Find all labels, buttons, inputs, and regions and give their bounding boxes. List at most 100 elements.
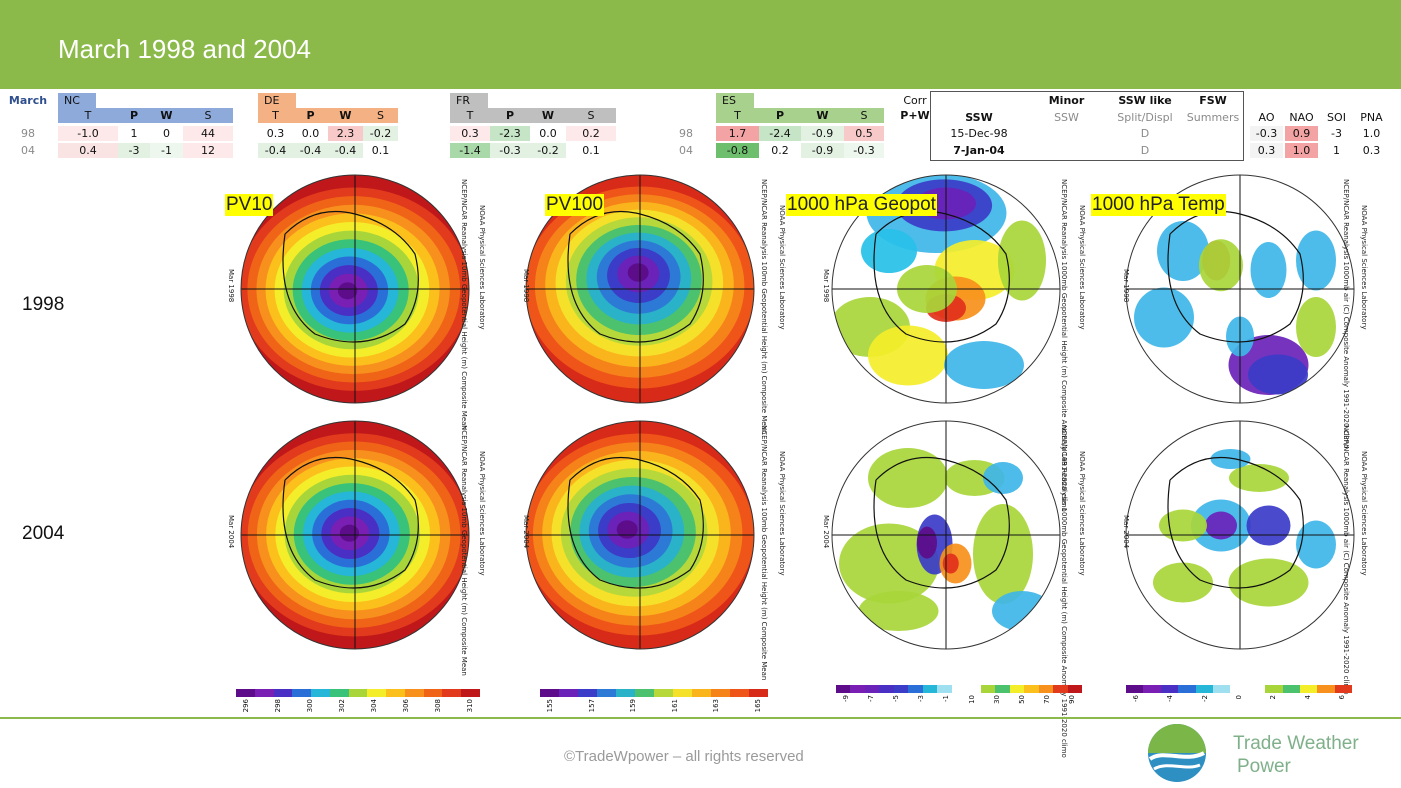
colorbar-swatch xyxy=(616,689,635,697)
colorbar-swatch xyxy=(311,689,330,697)
map-pv100-2004 xyxy=(525,420,755,650)
colorbar-tick: 165 xyxy=(754,699,762,713)
colorbar-swatch xyxy=(980,685,996,693)
col-header: W xyxy=(801,108,844,123)
colorbar-swatch xyxy=(367,689,387,697)
colorbar-tick: -4 xyxy=(1166,695,1175,702)
map-title: PV10 xyxy=(225,194,274,216)
colorbar-swatch xyxy=(711,689,730,697)
colorbar-tick: 298 xyxy=(274,699,282,713)
value-cell: 0.3 xyxy=(450,126,490,141)
map-caption: NCEP/NCAR Reanalysis 1000mb air (C) Comp… xyxy=(1342,179,1350,449)
colorbar-swatch xyxy=(1195,685,1213,693)
map-source: NOAA Physical Sciences Laboratory xyxy=(778,451,786,576)
colorbar-swatch xyxy=(836,685,851,693)
colorbar-tick: -9 xyxy=(842,695,850,702)
page-title: March 1998 and 2004 xyxy=(58,34,311,64)
colorbar-tick: 304 xyxy=(370,699,378,713)
index-cell: 1.0 xyxy=(1285,143,1318,158)
logo-icon xyxy=(1148,724,1206,782)
index-cell: 0.3 xyxy=(1250,143,1283,158)
map-pv100-1998 xyxy=(525,174,755,404)
map-caption: NCEP/NCAR Reanalysis 100mb Geopotential … xyxy=(760,179,768,435)
value-cell: 0.5 xyxy=(844,126,884,141)
colorbar-swatch xyxy=(1247,685,1266,693)
country-code: ES xyxy=(716,93,754,108)
colorbar-swatch xyxy=(692,689,711,697)
col-header: P xyxy=(759,108,801,123)
value-cell: 0.0 xyxy=(301,127,320,140)
index-cell: -0.3 xyxy=(1250,126,1283,141)
colorbar-swatch xyxy=(1265,685,1283,693)
value-cell: 0.1 xyxy=(371,144,390,157)
map-date: Mar 2004 xyxy=(822,515,830,549)
col-header: S xyxy=(363,108,398,123)
year-label-2004: 2004 xyxy=(22,523,65,544)
index-header: NAO xyxy=(1289,111,1314,124)
colorbar-swatch xyxy=(1038,685,1054,693)
colorbar-swatch xyxy=(635,689,654,697)
value-cell: 0 xyxy=(163,127,170,140)
ssw-cell: 15-Dec-98 xyxy=(950,127,1008,140)
colorbar-tick: 161 xyxy=(670,699,679,713)
ssw-cell xyxy=(1025,126,1108,141)
corr-label: P+W xyxy=(900,109,930,122)
value-cell: 0.4 xyxy=(58,143,118,158)
colorbar-tick: -5 xyxy=(892,695,901,702)
colorbar-tick: 10 xyxy=(967,695,976,704)
colorbar-swatch xyxy=(1282,685,1300,693)
colorbar-swatch xyxy=(559,689,578,697)
index-cell: 0.3 xyxy=(1362,144,1381,157)
logo-line2: Power xyxy=(1237,756,1291,777)
country-code: FR xyxy=(450,93,488,108)
map-1000-hpa-temp-1998 xyxy=(1125,174,1355,404)
logo-line1: Trade Weather xyxy=(1233,733,1359,754)
value-cell: -0.2 xyxy=(530,143,566,158)
map-source: NOAA Physical Sciences Laboratory xyxy=(1078,205,1086,330)
ssw-header: Minor xyxy=(1048,94,1085,107)
ssw-header: SSW xyxy=(1054,111,1079,124)
col-header: P xyxy=(118,108,150,123)
value-cell: 2.3 xyxy=(328,126,363,141)
index-cell: 1 xyxy=(1333,144,1340,157)
map-source: NOAA Physical Sciences Laboratory xyxy=(1078,451,1086,576)
footer-divider xyxy=(0,717,1401,719)
value-cell: 0.2 xyxy=(771,144,789,157)
map-source: NOAA Physical Sciences Laboratory xyxy=(778,205,786,330)
ssw-cell: D xyxy=(1140,144,1150,157)
ssw-header xyxy=(933,93,1025,108)
colorbar-swatch xyxy=(951,685,967,693)
colorbar-swatch xyxy=(879,685,894,693)
map-date: Mar 2004 xyxy=(1122,515,1130,549)
colorbar-swatch xyxy=(461,689,480,697)
colorbar-swatch xyxy=(1299,685,1318,693)
colorbar-swatch xyxy=(749,689,768,697)
map-date: Mar 1998 xyxy=(1122,269,1130,303)
map-date: Mar 1998 xyxy=(822,269,830,303)
year-label: 98 xyxy=(21,127,35,140)
colorbar-swatch xyxy=(730,689,749,697)
index-header: PNA xyxy=(1360,111,1383,124)
colorbar-swatch xyxy=(386,689,405,697)
value-cell: -0.4 xyxy=(328,143,363,158)
value-cell: -0.3 xyxy=(844,143,884,158)
map-caption: NCEP/NCAR Reanalysis 10mb Geopotential H… xyxy=(460,179,468,430)
value-cell: -1.0 xyxy=(58,126,118,141)
value-cell: -0.3 xyxy=(490,143,530,158)
value-cell: -0.8 xyxy=(716,143,759,158)
ssw-cell xyxy=(1182,143,1244,158)
colorbar-swatch xyxy=(850,685,865,693)
value-cell: -0.4 xyxy=(258,143,293,158)
col-header: S xyxy=(566,108,616,123)
colorbar-swatch xyxy=(1053,685,1068,693)
index-cell: -3 xyxy=(1331,127,1342,140)
colorbar xyxy=(836,685,1082,693)
colorbar-swatch xyxy=(273,689,293,697)
colorbar-swatch xyxy=(1009,685,1025,693)
colorbar-tick: 308 xyxy=(434,699,442,713)
map-1000-hpa-geopot-1998 xyxy=(831,174,1061,404)
map-caption: NCEP/NCAR Reanalysis 1000mb Geopotential… xyxy=(1060,425,1068,758)
colorbar-tick: 4 xyxy=(1303,695,1312,700)
colorbar-tick: 296 xyxy=(242,699,250,713)
